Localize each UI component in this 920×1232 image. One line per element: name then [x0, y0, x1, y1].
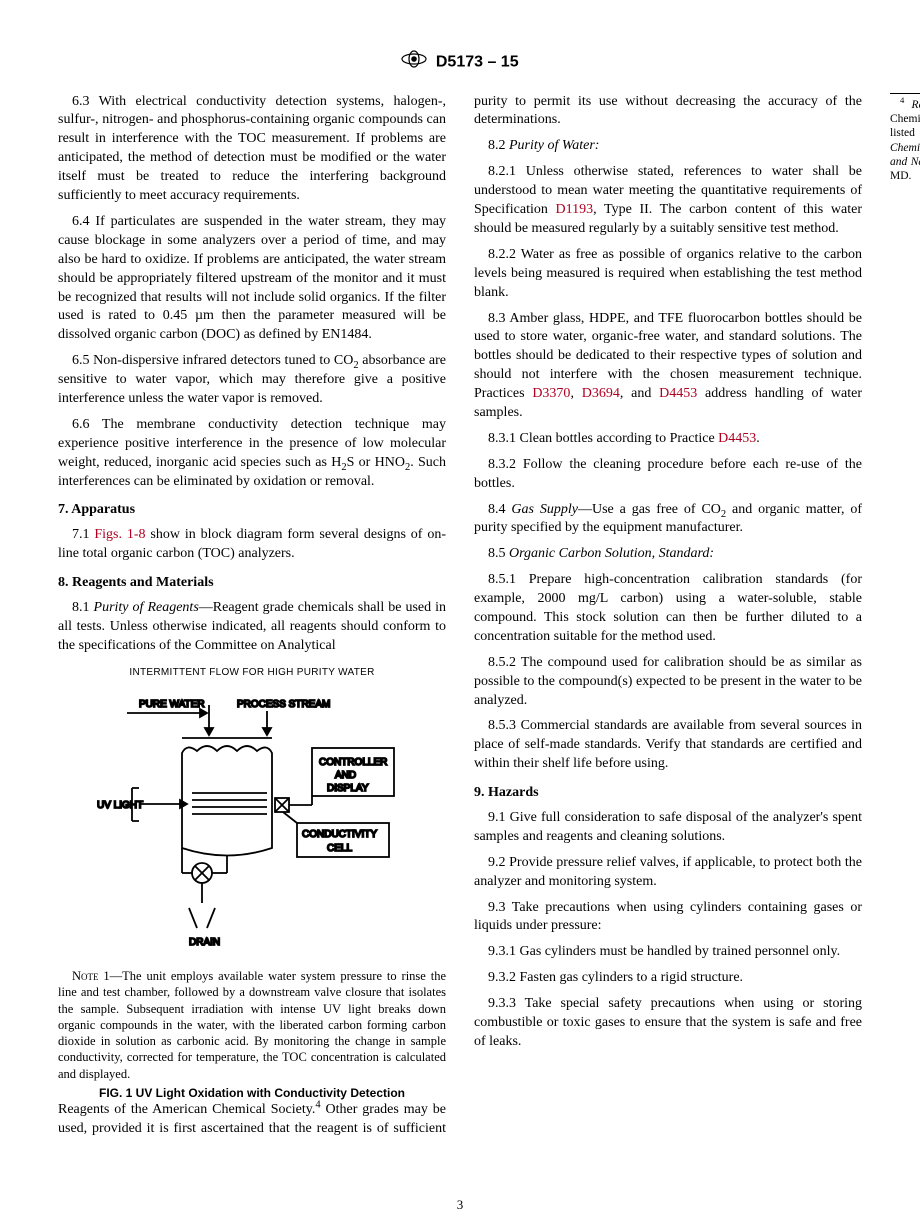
ref-d3694: D3694 [582, 386, 620, 401]
lbl-controller-3: DISPLAY [327, 783, 369, 794]
p84-num: 8.4 [488, 502, 511, 517]
lbl-cond-2: CELL [327, 843, 352, 854]
para-8-4: 8.4 Gas Supply—Use a gas free of CO2 and… [474, 501, 862, 539]
para-6-4: 6.4 If particulates are suspended in the… [58, 213, 446, 345]
para-6-6: 6.6 The membrane conductivity detection … [58, 416, 446, 492]
lbl-cond-1: CONDUCTIVITY [302, 829, 377, 840]
note-lead: Note 1 [72, 969, 110, 983]
section-8-head: 8. Reagents and Materials [58, 574, 446, 593]
para-9-3-3: 9.3.3 Take special safety precautions wh… [474, 995, 862, 1052]
footnote-4: 4 Reagent Chemicals, American Chemical S… [890, 98, 920, 184]
para-8-2: 8.2 Purity of Water: [474, 137, 862, 156]
p81-num: 8.1 [72, 600, 94, 615]
note-body: —The unit employs available water system… [58, 969, 446, 1081]
figure-1-block: INTERMITTENT FLOW FOR HIGH PURITY WATER … [58, 666, 446, 1101]
p83-s2: , and [620, 386, 659, 401]
para-9-3-1: 9.3.1 Gas cylinders must be handled by t… [474, 943, 862, 962]
page-number: 3 [0, 1196, 920, 1214]
para-9-3: 9.3 Take precautions when using cylinder… [474, 899, 862, 937]
para-8-5-1: 8.5.1 Prepare high-concentration calibra… [474, 571, 862, 647]
p83-s1: , [570, 386, 581, 401]
para-6-3: 6.3 With electrical conductivity detecti… [58, 93, 446, 206]
lbl-controller-2: AND [335, 770, 356, 781]
para-8-3-1: 8.3.1 Clean bottles according to Practic… [474, 430, 862, 449]
p84-a: —Use a gas free of CO [578, 502, 721, 517]
figure-1-caption: FIG. 1 UV Light Oxidation with Conductiv… [58, 1085, 446, 1101]
para-8-5-2: 8.5.2 The compound used for calibration … [474, 654, 862, 711]
lbl-pure-water: PURE WATER [139, 699, 205, 710]
para-9-2: 9.2 Provide pressure relief valves, if a… [474, 854, 862, 892]
p85-lead: Organic Carbon Solution, Standard: [509, 546, 714, 561]
p84-lead: Gas Supply [511, 502, 578, 517]
figs-1-8-ref: Figs. 1-8 [94, 527, 145, 542]
p831-b: . [756, 431, 760, 446]
para-7-1: 7.1 Figs. 1-8 show in block diagram form… [58, 526, 446, 564]
section-9-head: 9. Hazards [474, 784, 862, 803]
ref-d1193: D1193 [556, 202, 594, 217]
footnote-block: 4 Reagent Chemicals, American Chemical S… [890, 93, 920, 184]
page-header: D5173 – 15 [58, 50, 862, 75]
lbl-uv-light: UV LIGHT [97, 800, 143, 811]
fn4-a: Reagent Chemicals, American Chemical Soc… [904, 99, 920, 111]
para-8-5: 8.5 Organic Carbon Solution, Standard: [474, 545, 862, 564]
p82-num: 8.2 [488, 138, 509, 153]
p82-lead: Purity of Water: [509, 138, 599, 153]
lbl-drain: DRAIN [189, 937, 220, 948]
designation: D5173 – 15 [436, 54, 519, 71]
figure-small-title: INTERMITTENT FLOW FOR HIGH PURITY WATER [58, 666, 446, 680]
para-8-1: 8.1 Purity of Reagents—Reagent grade che… [58, 599, 446, 656]
figure-note-1: Note 1—The unit employs available water … [58, 968, 446, 1082]
p81-lead: Purity of Reagents [94, 600, 199, 615]
p85-num: 8.5 [488, 546, 509, 561]
para-9-3-2: 9.3.2 Fasten gas cylinders to a rigid st… [474, 969, 862, 988]
lbl-process-stream: PROCESS STREAM [237, 699, 330, 710]
para-6-5: 6.5 Non-dispersive infrared detectors tu… [58, 352, 446, 409]
para-9-1: 9.1 Give full consideration to safe disp… [474, 809, 862, 847]
para-8-2-2: 8.2.2 Water as free as possible of organ… [474, 246, 862, 303]
para-8-3: 8.3 Amber glass, HDPE, and TFE fluorocar… [474, 310, 862, 423]
figure-svg: PURE WATER PROCESS STREAM [58, 693, 446, 960]
lbl-controller-1: CONTROLLER [319, 757, 387, 768]
section-7-head: 7. Apparatus [58, 501, 446, 520]
p71-num: 7.1 [72, 527, 94, 542]
para-8-2-1: 8.2.1 Unless otherwise stated, reference… [474, 163, 862, 239]
ref-d4453: D4453 [659, 386, 697, 401]
para-8-3-2: 8.3.2 Follow the cleaning procedure befo… [474, 456, 862, 494]
ref-d4453-b: D4453 [718, 431, 756, 446]
footnote-rule [890, 93, 920, 94]
astm-logo [401, 50, 427, 75]
p81c-a: Reagents of the American Chemical Societ… [58, 1102, 315, 1117]
para-8-5-3: 8.5.3 Commercial standards are available… [474, 717, 862, 774]
p66-b: S or HNO [347, 455, 405, 470]
p831-a: 8.3.1 Clean bottles according to Practic… [488, 431, 718, 446]
p65-a: 6.5 Non-dispersive infrared detectors tu… [72, 353, 353, 368]
ref-d3370: D3370 [532, 386, 570, 401]
